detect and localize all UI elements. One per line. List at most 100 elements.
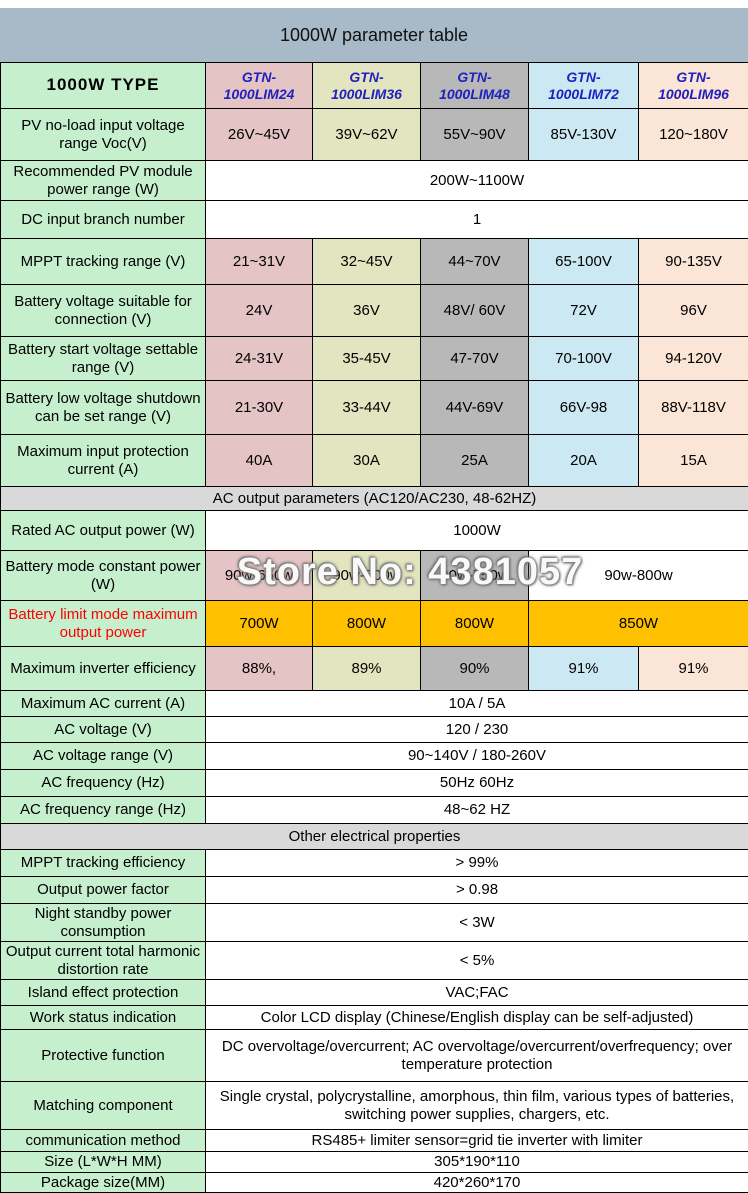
row-label: MPPT tracking efficiency [0, 849, 206, 877]
row-label: Maximum input protection current (A) [0, 434, 206, 487]
value-cell: 32~45V [312, 238, 421, 285]
row-label: Work status indication [0, 1005, 206, 1030]
row-value: > 99% [205, 849, 748, 877]
value-cell: 90w-700w [312, 550, 421, 601]
value-cell: 36V [312, 284, 421, 337]
model-header-4: GTN- 1000LIM96 [638, 62, 748, 109]
row-value: 48~62 HZ [205, 796, 748, 824]
value-cell: 47-70V [420, 336, 529, 381]
value-cell: 26V~45V [205, 108, 313, 161]
value-cell: 800W [420, 600, 529, 647]
value-cell: 88%, [205, 646, 313, 691]
value-cell: 85V-130V [528, 108, 639, 161]
value-cell: 91% [528, 646, 639, 691]
row-label: Battery limit mode maximum output power [0, 600, 206, 647]
parameter-table: 1000W TYPE GTN- 1000LIM24 GTN- 1000LIM36 GT… [0, 62, 748, 1193]
value-cell: 72V [528, 284, 639, 337]
model-header-3: GTN- 1000LIM72 [528, 62, 639, 109]
row-value: RS485+ limiter sensor=grid tie inverter … [205, 1129, 748, 1152]
model-header-2: GTN- 1000LIM48 [420, 62, 529, 109]
value-cell: 90% [420, 646, 529, 691]
value-cell: 35-45V [312, 336, 421, 381]
row-label: Maximum AC current (A) [0, 690, 206, 717]
row-value: Single crystal, polycrystalline, amorpho… [205, 1081, 748, 1130]
value-cell: 21-30V [205, 380, 313, 435]
value-cell: 70-100V [528, 336, 639, 381]
value-cell: 30A [312, 434, 421, 487]
row-value: 1000W [205, 510, 748, 551]
value-cell: 39V~62V [312, 108, 421, 161]
value-cell: 90w-750w [420, 550, 529, 601]
row-label: Output power factor [0, 876, 206, 904]
row-label: Battery start voltage settable range (V) [0, 336, 206, 381]
row-label: Recommended PV module power range (W) [0, 160, 206, 201]
row-value: 200W~1100W [205, 160, 748, 201]
value-cell: 24V [205, 284, 313, 337]
value-cell: 120~180V [638, 108, 748, 161]
row-label: PV no-load input voltage range Voc(V) [0, 108, 206, 161]
value-cell: 24-31V [205, 336, 313, 381]
value-cell: 33-44V [312, 380, 421, 435]
value-cell: 90-135V [638, 238, 748, 285]
type-header-cell: 1000W TYPE [0, 62, 206, 109]
row-value: 305*190*110 [205, 1151, 748, 1173]
row-label: Output current total harmonic distortion… [0, 941, 206, 980]
row-value: > 0.98 [205, 876, 748, 904]
row-label: Rated AC output power (W) [0, 510, 206, 551]
merged-value-cell: 90w-800w [528, 550, 748, 601]
row-label: Battery low voltage shutdown can be set … [0, 380, 206, 435]
row-label: Battery voltage suitable for connection … [0, 284, 206, 337]
row-label: Maximum inverter efficiency [0, 646, 206, 691]
row-label: MPPT tracking range (V) [0, 238, 206, 285]
value-cell: 800W [312, 600, 421, 647]
value-cell: 21~31V [205, 238, 313, 285]
value-cell: 25A [420, 434, 529, 487]
row-label: Protective function [0, 1029, 206, 1082]
value-cell: 90w-650w [205, 550, 313, 601]
page-title: 1000W parameter table [0, 8, 748, 62]
value-cell: 44V-69V [420, 380, 529, 435]
row-label: AC frequency (Hz) [0, 769, 206, 797]
row-value: 120 / 230 [205, 716, 748, 743]
row-value: 90~140V / 180-260V [205, 742, 748, 770]
row-label: Night standby power consumption [0, 903, 206, 942]
merged-value-cell: 850W [528, 600, 748, 647]
value-cell: 94-120V [638, 336, 748, 381]
section-header: Other electrical properties [0, 823, 748, 850]
row-label: Island effect protection [0, 979, 206, 1006]
row-label: communication method [0, 1129, 206, 1152]
section-header: AC output parameters (AC120/AC230, 48-62… [0, 486, 748, 511]
value-cell: 88V-118V [638, 380, 748, 435]
row-label: Size (L*W*H MM) [0, 1151, 206, 1173]
row-label: Matching component [0, 1081, 206, 1130]
row-value: Color LCD display (Chinese/English displ… [205, 1005, 748, 1030]
row-label: AC voltage range (V) [0, 742, 206, 770]
value-cell: 96V [638, 284, 748, 337]
value-cell: 91% [638, 646, 748, 691]
row-value: 1 [205, 200, 748, 239]
value-cell: 20A [528, 434, 639, 487]
row-value: DC overvoltage/overcurrent; AC overvolta… [205, 1029, 748, 1082]
row-value: < 5% [205, 941, 748, 980]
value-cell: 55V~90V [420, 108, 529, 161]
model-header-1: GTN- 1000LIM36 [312, 62, 421, 109]
row-label: Package size(MM) [0, 1172, 206, 1193]
value-cell: 65-100V [528, 238, 639, 285]
value-cell: 66V-98 [528, 380, 639, 435]
row-value: < 3W [205, 903, 748, 942]
value-cell: 48V/ 60V [420, 284, 529, 337]
row-value: VAC;FAC [205, 979, 748, 1006]
row-value: 10A / 5A [205, 690, 748, 717]
value-cell: 700W [205, 600, 313, 647]
row-value: 50Hz 60Hz [205, 769, 748, 797]
value-cell: 40A [205, 434, 313, 487]
row-label: AC voltage (V) [0, 716, 206, 743]
value-cell: 44~70V [420, 238, 529, 285]
row-label: AC frequency range (Hz) [0, 796, 206, 824]
value-cell: 89% [312, 646, 421, 691]
row-value: 420*260*170 [205, 1172, 748, 1193]
model-header-0: GTN- 1000LIM24 [205, 62, 313, 109]
row-label: DC input branch number [0, 200, 206, 239]
row-label: Battery mode constant power (W) [0, 550, 206, 601]
